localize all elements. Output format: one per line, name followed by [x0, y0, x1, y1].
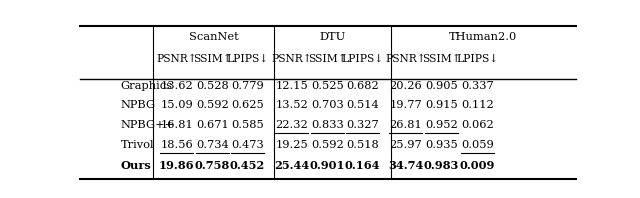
Text: 26.81: 26.81 [390, 120, 422, 130]
Text: PSNR↑: PSNR↑ [385, 54, 426, 64]
Text: LPIPS↓: LPIPS↓ [456, 54, 499, 64]
Text: 18.56: 18.56 [161, 140, 193, 150]
Text: 0.952: 0.952 [425, 120, 458, 130]
Text: 0.009: 0.009 [460, 160, 495, 171]
Text: 0.703: 0.703 [311, 100, 344, 110]
Text: Ours: Ours [121, 160, 152, 171]
Text: SSIM↑: SSIM↑ [308, 54, 347, 64]
Text: 12.15: 12.15 [275, 81, 308, 90]
Text: 13.62: 13.62 [161, 81, 193, 90]
Text: 0.833: 0.833 [311, 120, 344, 130]
Text: 19.77: 19.77 [390, 100, 422, 110]
Text: 13.52: 13.52 [275, 100, 308, 110]
Text: LPIPS↓: LPIPS↓ [226, 54, 268, 64]
Text: ScanNet: ScanNet [189, 32, 239, 43]
Text: 0.625: 0.625 [231, 100, 264, 110]
Text: PSNR↑: PSNR↑ [271, 54, 312, 64]
Text: 0.983: 0.983 [424, 160, 460, 171]
Text: SSIM↑: SSIM↑ [422, 54, 461, 64]
Text: 0.779: 0.779 [231, 81, 264, 90]
Text: 19.86: 19.86 [159, 160, 195, 171]
Text: Trivol: Trivol [121, 140, 154, 150]
Text: 0.514: 0.514 [346, 100, 379, 110]
Text: 0.528: 0.528 [196, 81, 229, 90]
Text: 25.44: 25.44 [274, 160, 309, 171]
Text: 0.592: 0.592 [311, 140, 344, 150]
Text: NPBG: NPBG [121, 100, 156, 110]
Text: 15.09: 15.09 [161, 100, 193, 110]
Text: 0.452: 0.452 [230, 160, 265, 171]
Text: NPBG++: NPBG++ [121, 120, 175, 130]
Text: 25.97: 25.97 [390, 140, 422, 150]
Text: 0.585: 0.585 [231, 120, 264, 130]
Text: 0.112: 0.112 [461, 100, 493, 110]
Text: 0.915: 0.915 [425, 100, 458, 110]
Text: LPIPS↓: LPIPS↓ [341, 54, 383, 64]
Text: 0.164: 0.164 [344, 160, 380, 171]
Text: DTU: DTU [320, 32, 346, 43]
Text: 0.935: 0.935 [425, 140, 458, 150]
Text: 16.81: 16.81 [161, 120, 193, 130]
Text: 0.337: 0.337 [461, 81, 493, 90]
Text: THuman2.0: THuman2.0 [449, 32, 517, 43]
Text: 19.25: 19.25 [275, 140, 308, 150]
Text: 34.74: 34.74 [388, 160, 424, 171]
Text: 0.758: 0.758 [195, 160, 230, 171]
Text: 0.525: 0.525 [311, 81, 344, 90]
Text: 0.518: 0.518 [346, 140, 379, 150]
Text: 0.473: 0.473 [231, 140, 264, 150]
Text: 0.901: 0.901 [310, 160, 345, 171]
Text: 0.682: 0.682 [346, 81, 379, 90]
Text: 22.32: 22.32 [275, 120, 308, 130]
Text: Graphics: Graphics [121, 81, 173, 90]
Text: 0.059: 0.059 [461, 140, 493, 150]
Text: 0.905: 0.905 [425, 81, 458, 90]
Text: 0.671: 0.671 [196, 120, 229, 130]
Text: 0.062: 0.062 [461, 120, 493, 130]
Text: 20.26: 20.26 [390, 81, 422, 90]
Text: PSNR↑: PSNR↑ [156, 54, 197, 64]
Text: 0.592: 0.592 [196, 100, 229, 110]
Text: 0.734: 0.734 [196, 140, 229, 150]
Text: 0.327: 0.327 [346, 120, 379, 130]
Text: SSIM↑: SSIM↑ [193, 54, 232, 64]
